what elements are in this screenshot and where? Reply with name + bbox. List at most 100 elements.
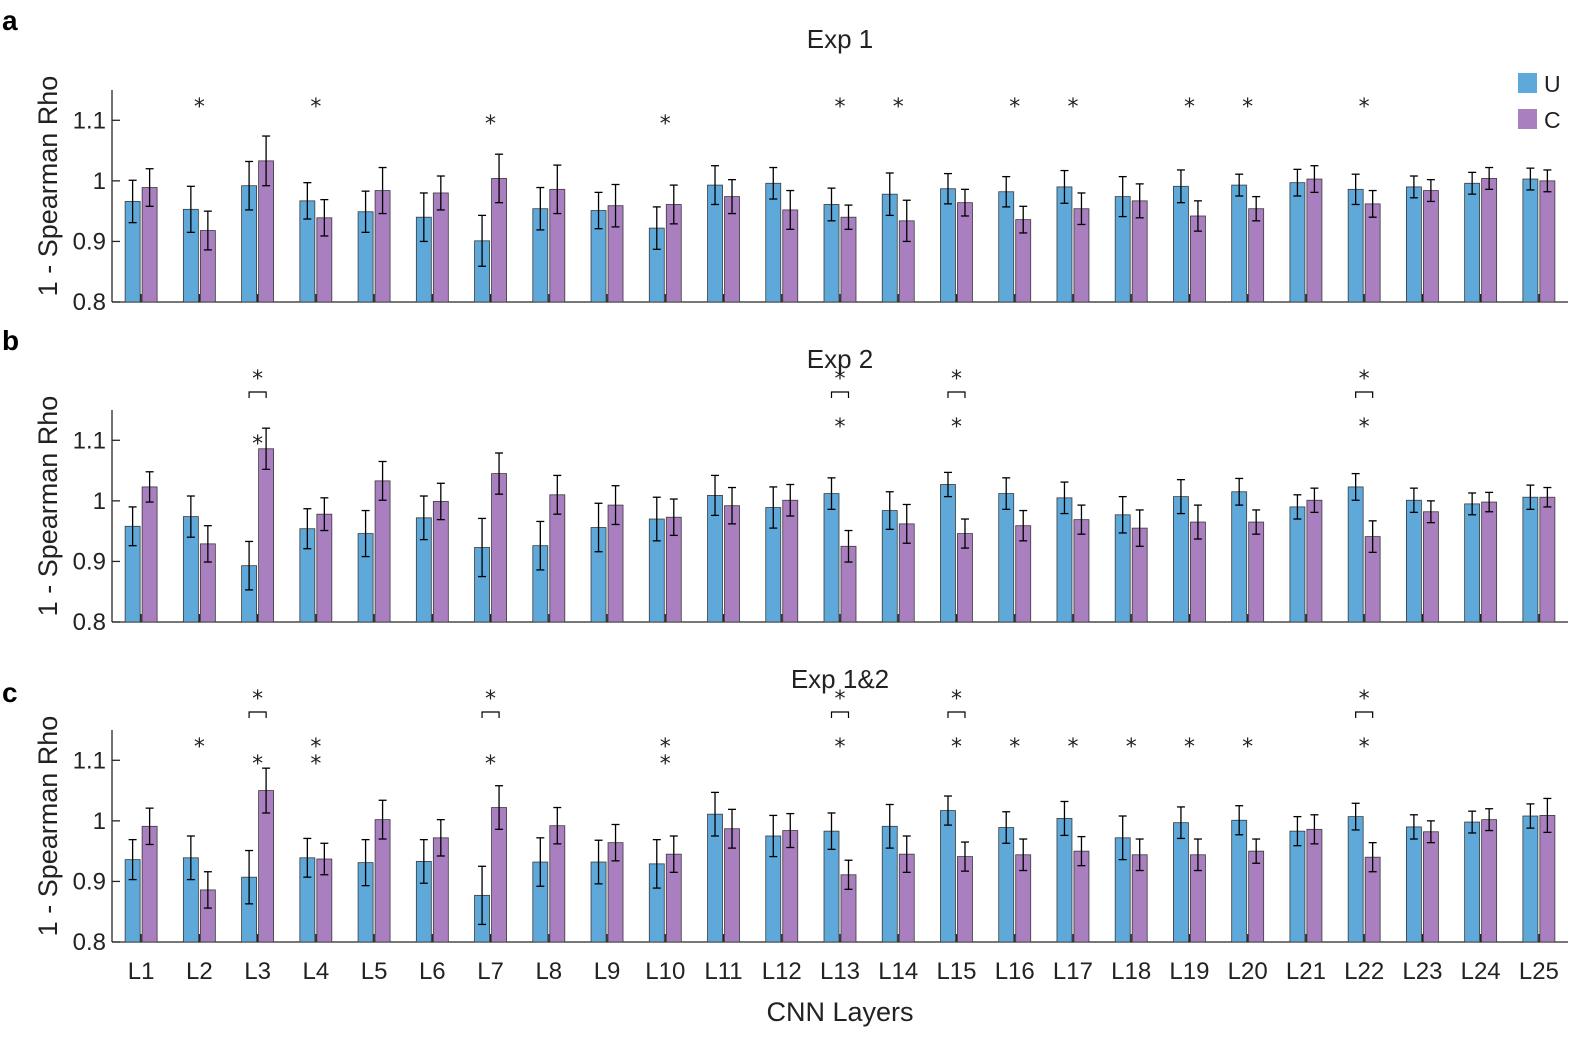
x-tick-label: L11 — [704, 958, 742, 985]
bar-u — [998, 827, 1015, 943]
y-tick-label: 0.9 — [73, 228, 106, 255]
x-tick-label: L16 — [995, 958, 1035, 985]
legend-label-c: C — [1544, 107, 1561, 133]
bar-u — [1406, 186, 1422, 303]
sig-star-pair: * — [951, 367, 962, 392]
sig-star-c: * — [660, 735, 671, 760]
y-tick-label: 1.1 — [73, 107, 106, 134]
bar-c — [1423, 511, 1439, 623]
bar-u — [1173, 185, 1189, 303]
sig-star-u: * — [252, 432, 263, 457]
panel-title: Exp 1 — [807, 24, 874, 54]
sig-star-pair: * — [252, 367, 263, 392]
sig-bracket — [947, 711, 966, 718]
bar-c — [1248, 208, 1265, 303]
bar-u — [1173, 496, 1189, 623]
sig-star-c: * — [1009, 95, 1020, 120]
bar-u — [1289, 506, 1306, 623]
y-axis-label: 1 - Spearman Rho — [33, 76, 63, 297]
panel-title: Exp 1&2 — [791, 664, 889, 694]
sig-star-u: * — [660, 112, 671, 137]
bar-c — [1423, 190, 1439, 303]
y-tick-label: 0.8 — [73, 289, 106, 316]
y-tick-label: 1.1 — [73, 427, 106, 454]
bar-c — [1539, 496, 1556, 623]
x-tick-label: L10 — [645, 958, 685, 985]
sig-star-pair: * — [951, 687, 962, 712]
bar-c — [1423, 831, 1439, 943]
sig-star-c: * — [1126, 735, 1137, 760]
x-tick-label: L14 — [878, 958, 918, 985]
x-tick-label: L20 — [1228, 958, 1268, 985]
bar-u — [1289, 182, 1306, 303]
sig-star-pair: * — [252, 687, 263, 712]
sig-bracket — [1355, 391, 1374, 398]
bar-u — [1522, 178, 1539, 303]
legend-swatch-c — [1518, 109, 1537, 129]
sig-star-c: * — [1242, 735, 1253, 760]
bar-u — [1056, 818, 1073, 943]
x-tick-label: L17 — [1053, 958, 1093, 985]
bar-u — [1231, 819, 1248, 943]
sig-star-pair: * — [1359, 687, 1370, 712]
bar-c — [1306, 178, 1323, 303]
panel-letter: a — [2, 5, 18, 36]
bar-c — [141, 486, 158, 623]
sig-bracket — [248, 391, 267, 398]
bar-c — [1539, 815, 1556, 943]
bar-u — [1406, 826, 1422, 943]
sig-star-c: * — [1359, 735, 1370, 760]
bar-c — [1248, 521, 1265, 623]
x-tick-label: L7 — [477, 958, 504, 985]
bar-u — [1347, 816, 1364, 943]
panel-letter: b — [2, 325, 19, 356]
bar-u — [1231, 491, 1248, 623]
x-tick-label: L12 — [762, 958, 802, 985]
x-tick-label: L6 — [419, 958, 446, 985]
bar-c — [1481, 501, 1498, 623]
x-tick-label: L8 — [535, 958, 562, 985]
legend-label-u: U — [1544, 71, 1561, 97]
sig-star-u: * — [660, 752, 671, 777]
x-tick-label: L22 — [1344, 958, 1384, 985]
sig-star-c: * — [1359, 95, 1370, 120]
bar-u — [1406, 499, 1422, 623]
x-tick-label: L2 — [186, 958, 213, 985]
bar-u — [1347, 188, 1364, 303]
sig-star-pair: * — [835, 687, 846, 712]
x-axis-label: CNN Layers — [766, 997, 913, 1027]
sig-bracket — [481, 711, 500, 718]
y-tick-label: 0.9 — [73, 868, 106, 895]
x-tick-label: L3 — [244, 958, 271, 985]
x-tick-label: L4 — [302, 958, 329, 985]
bar-u — [1173, 822, 1189, 943]
sig-star-c: * — [1067, 95, 1078, 120]
sig-bracket — [830, 391, 850, 398]
x-tick-label: L23 — [1402, 958, 1442, 985]
sig-star-pair: * — [485, 687, 496, 712]
sig-bracket — [830, 711, 850, 718]
panel-a: a Exp 1 1 - Spearman Rho 0.8 0.9 1 1.1 * * * * * * * *… — [2, 5, 1568, 316]
bar-c — [1248, 850, 1265, 943]
sig-star-c: * — [1359, 415, 1370, 440]
sig-star-u: * — [485, 112, 496, 137]
x-tick-label: L19 — [1169, 958, 1209, 985]
bar-u — [940, 484, 956, 623]
sig-star-c: * — [951, 735, 962, 760]
sig-star-c: * — [194, 735, 205, 760]
bar-c — [1539, 180, 1556, 303]
sig-star-c: * — [835, 415, 846, 440]
bar-c — [1306, 828, 1323, 943]
y-tick-label: 0.9 — [73, 548, 106, 575]
sig-star-pair: * — [1359, 367, 1370, 392]
bar-u — [1289, 830, 1306, 943]
sig-star-c: * — [835, 95, 846, 120]
bar-c — [491, 473, 507, 623]
bar-u — [1464, 821, 1481, 943]
sig-star-u: * — [310, 752, 321, 777]
panel-title: Exp 2 — [807, 344, 874, 374]
x-tick-label: L21 — [1286, 958, 1326, 985]
sig-star-c: * — [310, 95, 321, 120]
sig-star-u: * — [252, 752, 263, 777]
